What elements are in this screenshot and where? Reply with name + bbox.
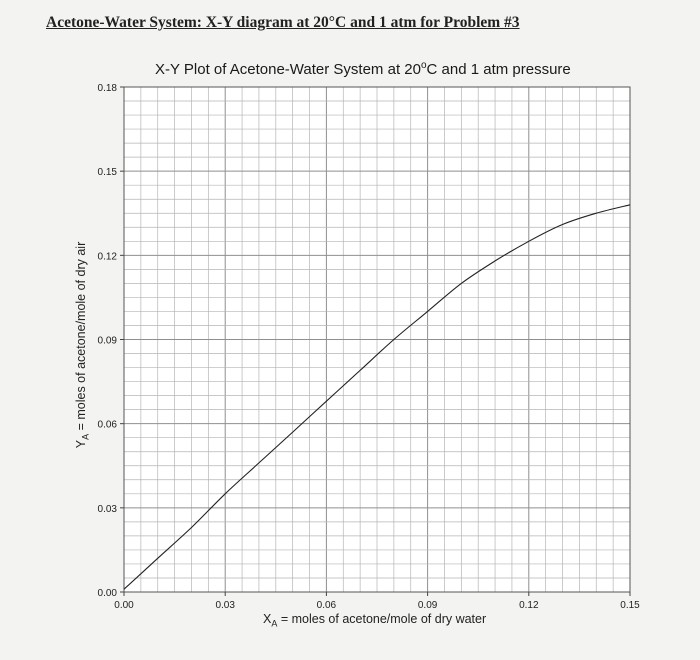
chart-title-main: X-Y Plot of Acetone-Water System at 20 xyxy=(155,61,421,78)
y-tick-label: 0.00 xyxy=(98,588,118,599)
x-tick-label: 0.06 xyxy=(317,600,337,611)
x-tick-label: 0.09 xyxy=(418,600,438,611)
y-tick-label: 0.09 xyxy=(98,336,118,347)
chart-title: X-Y Plot of Acetone-Water System at 20oC… xyxy=(155,60,571,78)
chart-title-tail: C and 1 atm pressure xyxy=(426,61,571,78)
x-axis-symbol: X xyxy=(263,612,272,626)
x-tick-label: 0.03 xyxy=(215,600,235,611)
y-tick-label: 0.18 xyxy=(98,83,118,94)
x-axis-text: = moles of acetone/mole of dry water xyxy=(277,612,487,626)
y-axis-symbol: Y xyxy=(73,439,88,449)
page-heading: Acetone-Water System: X-Y diagram at 20°… xyxy=(46,14,520,31)
x-tick-label: 0.00 xyxy=(114,600,134,611)
y-tick-label: 0.06 xyxy=(98,420,118,431)
y-axis-label: YA = moles of acetone/mole of dry air xyxy=(74,242,91,448)
x-tick-label: 0.15 xyxy=(620,600,640,611)
equilibrium-curve xyxy=(123,204,631,590)
x-axis-label: XA = moles of acetone/mole of dry water xyxy=(263,612,486,629)
y-tick-label: 0.15 xyxy=(98,167,118,178)
y-tick-label: 0.03 xyxy=(98,504,118,515)
x-axis-subscript: A xyxy=(271,618,278,629)
x-tick-label: 0.12 xyxy=(519,600,539,611)
y-axis-subscript: A xyxy=(80,433,91,440)
degree-mark: o xyxy=(420,60,427,71)
y-tick-label: 0.12 xyxy=(98,251,118,262)
y-axis-text: = moles of acetone/mole of dry air xyxy=(73,241,88,434)
